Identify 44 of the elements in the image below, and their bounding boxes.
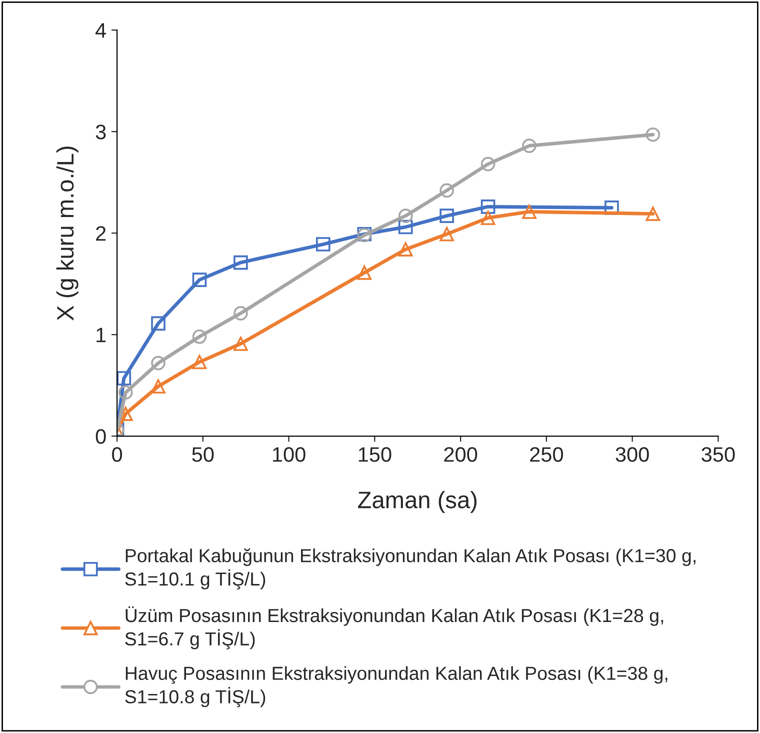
point xyxy=(117,371,132,386)
point xyxy=(480,200,496,214)
legend-label: Portakal Kabuğunun Ekstraksiyonundan Kalan Atık Posası (K1=30 g, S1=10.1 g TİŞ/L) xyxy=(125,548,696,590)
point xyxy=(234,255,248,270)
point xyxy=(480,210,496,226)
x-tick-label: 0 xyxy=(112,447,122,462)
x-tick-label: 250 xyxy=(530,447,564,462)
point xyxy=(234,336,248,351)
point xyxy=(151,356,166,370)
point xyxy=(522,204,536,219)
y-tick-label: 2 xyxy=(96,226,106,241)
point xyxy=(151,379,166,394)
y-tick-label: 1 xyxy=(96,328,106,342)
legend-label: Üzüm Posasının Ekstraksiyonundan Kalan Atık Posası (K1=28 g, S1=6.7 g TİŞ/L) xyxy=(125,606,664,650)
point xyxy=(398,242,413,256)
y-tick-label: 0 xyxy=(96,429,106,444)
y-tick-label: 4 xyxy=(96,23,106,38)
point xyxy=(398,220,413,234)
point xyxy=(118,385,133,400)
point xyxy=(646,127,660,142)
x-axis-title: Zaman (sa) xyxy=(358,490,477,513)
point xyxy=(192,354,207,370)
point xyxy=(151,316,166,331)
point xyxy=(316,237,330,252)
y-tick-label: 3 xyxy=(96,124,106,140)
point xyxy=(398,208,413,223)
x-tick-label: 150 xyxy=(358,447,392,462)
x-tick-label: 50 xyxy=(192,447,214,462)
point xyxy=(480,156,496,172)
point xyxy=(192,329,207,344)
x-tick-label: 100 xyxy=(273,447,306,462)
point xyxy=(440,183,454,198)
point xyxy=(234,306,248,320)
x-tick-label: 200 xyxy=(444,447,478,462)
point xyxy=(440,208,454,223)
point xyxy=(440,226,454,242)
legend-label: Havuç Posasının Ekstraksiyonundan Kalan Atık Posası (K1=38 g, S1=10.8 g TİŞ/L) xyxy=(125,666,668,708)
point xyxy=(192,272,207,287)
x-tick-label: 300 xyxy=(616,447,649,462)
point xyxy=(646,206,660,221)
point xyxy=(522,138,536,153)
point xyxy=(357,266,372,280)
y-axis-title: X (g kuru m.o./L) xyxy=(56,146,78,320)
x-tick-label: 350 xyxy=(702,447,735,462)
